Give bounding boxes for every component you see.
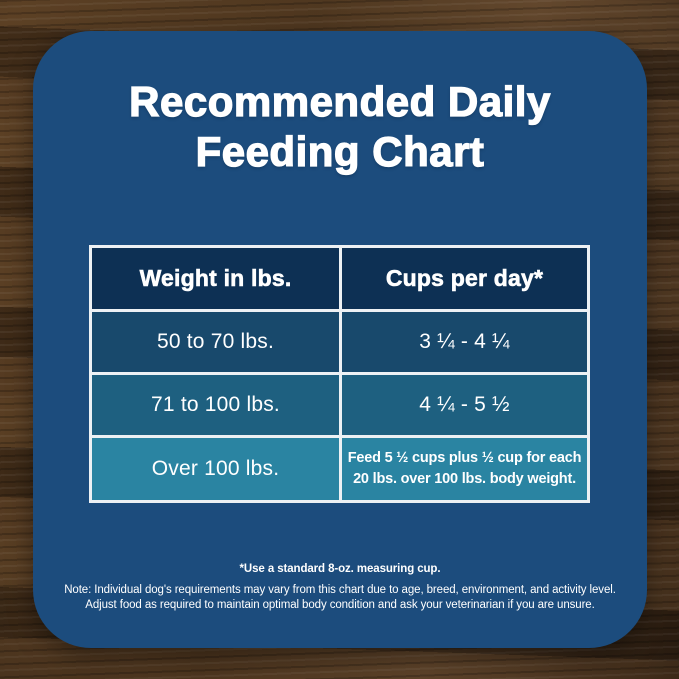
page-title: Recommended Daily Feeding Chart bbox=[33, 77, 647, 177]
footnote-adjust: Adjust food as required to maintain opti… bbox=[85, 599, 595, 611]
footnote-measuring-cup: *Use a standard 8-oz. measuring cup. bbox=[239, 563, 441, 575]
footnotes: *Use a standard 8-oz. measuring cup. Not… bbox=[33, 562, 647, 613]
column-header-cups: Cups per day* bbox=[342, 248, 587, 309]
feeding-table: Weight in lbs. Cups per day* 50 to 70 lb… bbox=[89, 245, 590, 503]
cups-cell-row-3: Feed 5 ½ cups plus ½ cup for each 20 lbs… bbox=[342, 438, 587, 500]
feeding-chart-card: Recommended Daily Feeding Chart Weight i… bbox=[33, 31, 647, 648]
footnote-note: Note: Individual dog's requirements may … bbox=[64, 584, 616, 596]
column-header-weight: Weight in lbs. bbox=[92, 248, 339, 309]
weight-cell-row-1: 50 to 70 lbs. bbox=[92, 312, 339, 372]
page-title-line-1: Recommended Daily bbox=[129, 77, 551, 125]
page-title-line-2: Feeding Chart bbox=[195, 127, 485, 175]
cups-cell-row-1: 3 ¼ - 4 ¼ bbox=[342, 312, 587, 372]
weight-cell-row-2: 71 to 100 lbs. bbox=[92, 375, 339, 435]
cups-cell-row-2: 4 ¼ - 5 ½ bbox=[342, 375, 587, 435]
weight-cell-row-3: Over 100 lbs. bbox=[92, 438, 339, 500]
